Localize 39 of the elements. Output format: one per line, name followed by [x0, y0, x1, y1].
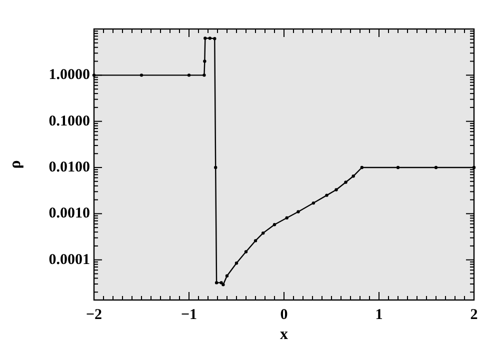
point [203, 60, 206, 63]
x-tick-label: −2 [86, 307, 102, 323]
point [396, 166, 400, 170]
point [434, 166, 438, 170]
point [214, 281, 218, 284]
point [202, 74, 206, 77]
point [187, 74, 191, 77]
y-tick-label: 0.0010 [48, 206, 90, 222]
point [360, 166, 364, 170]
point [234, 262, 238, 265]
y-tick-label: 0.0100 [48, 160, 90, 176]
point [272, 223, 276, 226]
x-axis-title: x [280, 326, 288, 343]
x-tick-label: −1 [180, 307, 198, 323]
x-tick-label: 1 [375, 307, 383, 323]
point [296, 210, 300, 214]
y-axis-title: ρ [7, 160, 24, 169]
x-tick-label: 2 [470, 307, 478, 323]
point [244, 250, 248, 254]
point [285, 216, 288, 220]
point [225, 274, 229, 278]
y-tick-label: 1.0000 [48, 67, 90, 84]
point [140, 74, 144, 77]
x-tick-label: 0 [280, 307, 288, 323]
point [262, 231, 265, 235]
point [254, 239, 258, 242]
point [334, 188, 338, 192]
point [325, 194, 328, 197]
point [204, 36, 207, 40]
point [220, 281, 223, 284]
point [312, 201, 316, 205]
point [352, 174, 355, 178]
point [214, 166, 218, 170]
point [213, 36, 216, 40]
point [344, 180, 348, 184]
y-tick-label: 0.0001 [48, 252, 90, 268]
y-tick-label: 0.1000 [48, 113, 90, 130]
point [208, 36, 212, 40]
point [222, 283, 225, 286]
